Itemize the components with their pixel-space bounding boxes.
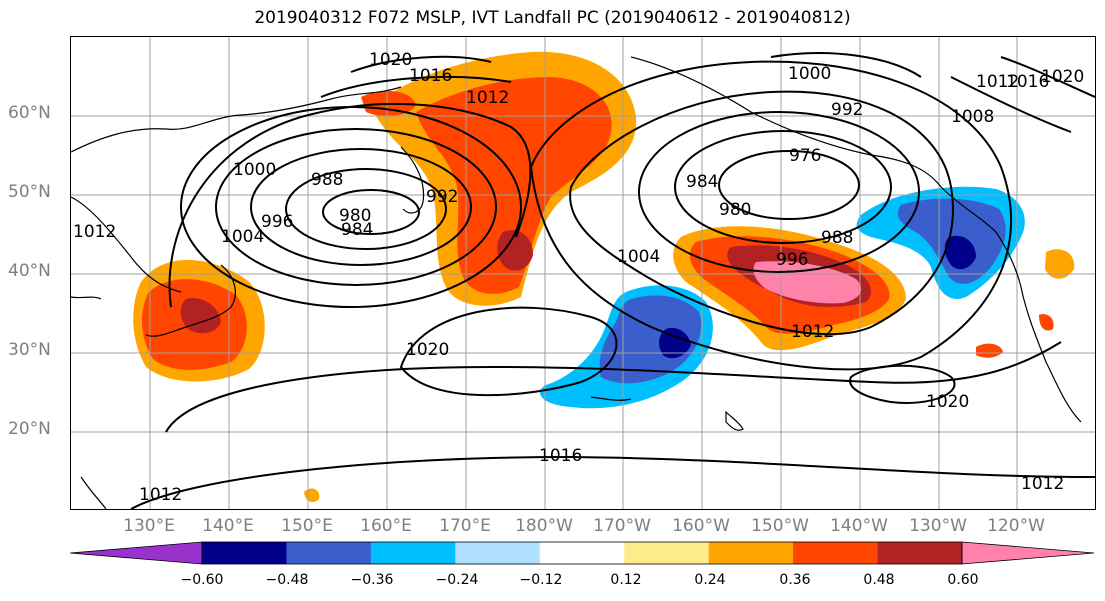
contour-label: 1004 (617, 247, 660, 267)
lon-label-170w: 170°W (593, 516, 651, 536)
contour-label: 1004 (221, 227, 264, 247)
colorbar-segments (70, 541, 1095, 565)
contour-label: 1012 (139, 485, 182, 505)
lon-label-180w: 180°W (515, 516, 573, 536)
ivt-negative-strong-central (599, 295, 702, 384)
contour-label: 980 (719, 200, 751, 220)
ivt-negative-core-northeast (944, 235, 976, 270)
contour-label: 1012 (466, 88, 509, 108)
colorbar-tick: 0.12 (610, 572, 642, 588)
ivt-positive-region-inland-1 (1045, 249, 1075, 279)
contour-label: 1012 (1021, 474, 1064, 494)
colorbar-tick: 0.24 (694, 572, 726, 588)
colorbar-tick: −0.12 (519, 572, 563, 588)
contour-label: 1000 (233, 160, 276, 180)
colorbar-tick: 0.36 (779, 572, 811, 588)
colorbar-segment (877, 542, 963, 564)
colorbar-tick: −0.48 (265, 572, 309, 588)
lon-label-160e: 160°E (360, 516, 412, 536)
ivt-core-region-bering (497, 229, 533, 271)
contour-label: 988 (821, 228, 853, 248)
ivt-positive-region-small-island (304, 488, 320, 503)
lon-label-160w: 160°W (672, 516, 730, 536)
ivt-negative-core-central (659, 327, 691, 359)
contour-label: 992 (426, 187, 458, 207)
colorbar-segment (539, 542, 625, 564)
lat-label-30n: 30°N (8, 340, 51, 360)
colorbar-tick: −0.24 (435, 572, 479, 588)
map-canvas: 1020 1016 1012 1000 992 1012 1016 1020 1… (71, 37, 1095, 509)
colorbar-extend-min (70, 541, 203, 565)
contour-label: 1020 (406, 340, 449, 360)
colorbar-segment (370, 542, 456, 564)
map-panel: 1020 1016 1012 1000 992 1012 1016 1020 1… (70, 36, 1096, 510)
lat-label-50n: 50°N (8, 182, 51, 202)
graticule (71, 37, 1095, 509)
colorbar (70, 541, 1095, 565)
lon-label-120w: 120°W (987, 516, 1045, 536)
map-title: 2019040312 F072 MSLP, IVT Landfall PC (2… (254, 8, 851, 28)
lon-label-130w: 130°W (909, 516, 967, 536)
contour-label: 996 (261, 212, 293, 232)
coastlines (71, 56, 1082, 509)
ivt-shading (133, 51, 1075, 503)
lon-label-130e: 130°E (123, 516, 175, 536)
ivt-positive-region-inland-2 (1039, 314, 1054, 331)
contour-labels: 1020 1016 1012 1000 992 1012 1016 1020 1… (73, 50, 1084, 505)
contour-label: 1000 (788, 64, 831, 84)
lon-label-140e: 140°E (202, 516, 254, 536)
contour-label: 1016 (1006, 72, 1049, 92)
lon-label-150e: 150°E (281, 516, 333, 536)
ivt-core-region-japan (180, 298, 221, 334)
lat-label-60n: 60°N (8, 103, 51, 123)
ivt-positive-region-baja (976, 343, 1003, 358)
contour-label: 980 (339, 206, 371, 226)
colorbar-segment (708, 542, 794, 564)
contour-label: 1016 (539, 446, 582, 466)
contour-label: 1020 (369, 50, 412, 70)
contour-label: 976 (789, 146, 821, 166)
colorbar-extend-max (961, 541, 1095, 565)
lat-label-40n: 40°N (8, 261, 51, 281)
contour-label: 1012 (976, 72, 1019, 92)
lon-label-150w: 150°W (751, 516, 809, 536)
contour-label: 996 (776, 250, 808, 270)
ivt-strong-region-bering (416, 77, 612, 294)
contour-label: 1020 (1041, 67, 1084, 87)
colorbar-segment (202, 542, 287, 564)
contour-label: 988 (311, 170, 343, 190)
lat-label-20n: 20°N (8, 419, 51, 439)
lon-label-140w: 140°W (830, 516, 888, 536)
colorbar-segment (624, 542, 710, 564)
colorbar-segment (286, 542, 372, 564)
contour-label: 992 (831, 100, 863, 120)
colorbar-border (201, 541, 963, 565)
contour-label: 1008 (951, 107, 994, 127)
colorbar-tick: −0.36 (350, 572, 394, 588)
colorbar-tick: −0.60 (180, 572, 224, 588)
contour-label: 984 (341, 220, 373, 240)
colorbar-segment (455, 542, 541, 564)
contour-label: 1016 (409, 66, 452, 86)
colorbar-tick: 0.48 (863, 572, 895, 588)
contour-label: 1012 (791, 322, 834, 342)
lon-label-170e: 170°E (439, 516, 491, 536)
colorbar-segment (793, 542, 879, 564)
contour-label: 984 (686, 172, 718, 192)
mslp-contours (130, 52, 1095, 509)
contour-label: 1020 (926, 392, 969, 412)
contour-label: 1012 (73, 222, 116, 242)
colorbar-tick: 0.60 (947, 572, 979, 588)
